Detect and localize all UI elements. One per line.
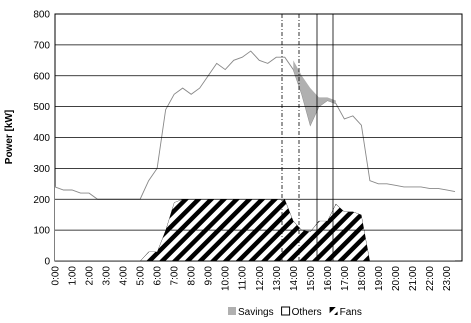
y-tick-label: 300 (33, 164, 50, 175)
x-tick-label: 3:00 (102, 266, 113, 286)
x-tick-label: 8:00 (187, 266, 198, 286)
legend-label: Fans (340, 307, 362, 318)
legend-swatch (281, 306, 291, 316)
x-tick-label: 11:00 (238, 266, 249, 291)
x-tick-label: 15:00 (306, 266, 317, 291)
legend-swatch (329, 307, 338, 315)
y-tick-label: 600 (33, 71, 50, 82)
y-tick-label: 700 (33, 40, 50, 51)
x-tick-label: 17:00 (340, 266, 351, 291)
y-tick-label: 100 (33, 226, 50, 237)
area-savings (293, 60, 336, 126)
x-tick-label: 10:00 (221, 266, 232, 291)
x-tick-label: 21:00 (408, 266, 419, 291)
event-lines (281, 14, 334, 261)
legend-swatch (228, 307, 236, 315)
x-tick-label: 0:00 (51, 266, 62, 286)
x-tick-label: 9:00 (204, 266, 215, 286)
x-tick-label: 14:00 (289, 266, 300, 291)
legend-label: Savings (238, 307, 274, 318)
y-tick-label: 0 (44, 257, 50, 268)
x-tick-label: 19:00 (374, 266, 385, 291)
y-tick-label: 200 (33, 195, 50, 206)
x-tick-label: 23:00 (442, 266, 453, 291)
x-tick-label: 18:00 (357, 266, 368, 291)
grid (55, 13, 462, 262)
x-tick-label: 5:00 (136, 266, 147, 286)
y-tick-label: 500 (33, 102, 50, 113)
x-tick-label: 2:00 (85, 266, 96, 286)
x-tick-label: 13:00 (272, 266, 283, 291)
x-tick-label: 16:00 (323, 266, 334, 291)
x-tick-label: 6:00 (153, 266, 164, 286)
x-tick-label: 22:00 (425, 266, 436, 291)
legend-label: Others (292, 307, 322, 318)
x-tick-label: 20:00 (391, 266, 402, 291)
y-tick-label: 400 (33, 133, 50, 144)
plot-area (54, 13, 462, 262)
x-tick-label: 4:00 (119, 266, 130, 286)
area-others (55, 51, 455, 261)
x-tick-label: 12:00 (255, 266, 266, 291)
x-tick-label: 7:00 (170, 266, 181, 286)
y-axis-label: Power [kW] (4, 110, 15, 164)
x-tick-label: 1:00 (68, 266, 79, 286)
y-tick-label: 800 (33, 10, 50, 21)
